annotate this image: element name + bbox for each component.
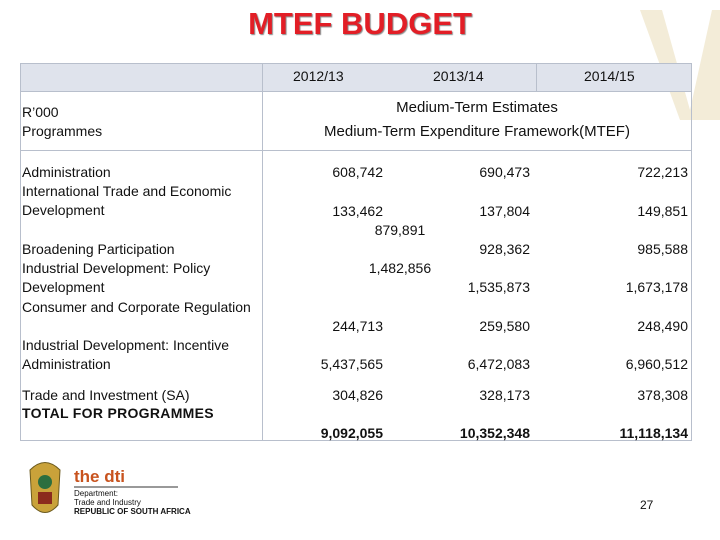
cell-value: 5,437,565: [320, 356, 383, 372]
cell-value: 248,490: [637, 318, 688, 334]
rule: [20, 440, 692, 441]
department: Department:: [74, 489, 119, 498]
cell-value: 928,362: [479, 241, 530, 257]
year: 2013/14: [433, 68, 484, 84]
cell-value: 6,960,512: [625, 356, 688, 372]
year: 2014/15: [584, 68, 635, 84]
estimates-heading: Medium-Term Expenditure Framework(MTEF): [324, 123, 630, 140]
row-header: Programmes: [22, 123, 103, 139]
coat-of-arms: [29, 462, 61, 513]
watermark: [640, 10, 720, 120]
row-label: Industrial Development: Policy Developme…: [22, 260, 211, 295]
row-label: Industrial Development: Incentive Admini…: [22, 337, 229, 372]
page-number: 27: [640, 498, 654, 512]
row-label: Trade and Investment (SA): [22, 387, 190, 403]
department-name: Trade and Industry: [74, 498, 141, 507]
row-label: TOTAL FOR PROGRAMMES: [22, 405, 214, 421]
cell-value: 378,308: [637, 387, 688, 403]
rule: [20, 150, 692, 151]
slide-title: MTEF BUDGET: [248, 6, 472, 41]
header-band: [21, 64, 691, 91]
cell-value: 9,092,055: [320, 425, 383, 441]
rule: [536, 63, 537, 91]
row-label: Administration: [22, 164, 111, 180]
year: 2012/13: [293, 68, 344, 84]
cell-value: 304,826: [332, 387, 383, 403]
rule: [20, 63, 21, 441]
cell-value: 722,213: [637, 164, 688, 180]
rule: [691, 63, 692, 441]
rule: [20, 63, 692, 64]
cell-value: 608,742: [332, 164, 383, 180]
cell-value: 244,713: [332, 318, 383, 334]
cell-value: 1,482,856: [368, 260, 432, 276]
unit: R’000: [22, 104, 59, 120]
cell-value: 985,588: [637, 241, 688, 257]
cell-value: 6,472,083: [467, 356, 530, 372]
cell-value: 328,173: [479, 387, 530, 403]
cell-value: 11,118,134: [619, 425, 688, 441]
cell-value: 1,673,178: [625, 279, 688, 295]
rule: [20, 91, 692, 92]
row-label: Broadening Participation: [22, 241, 175, 257]
cell-value: 1,535,873: [467, 279, 530, 295]
cell-value: 133,462: [332, 203, 383, 219]
estimates-heading: Medium-Term Estimates: [396, 99, 558, 116]
cell-value: 690,473: [479, 164, 530, 180]
cell-value: 10,352,348: [459, 425, 530, 441]
cell-value: 879,891: [374, 222, 426, 238]
cell-value: 259,580: [479, 318, 530, 334]
logo-text: the dti: [74, 467, 125, 486]
row-label: Consumer and Corporate Regulation: [22, 299, 251, 315]
cell-value: 149,851: [637, 203, 688, 219]
row-label: International Trade and Economic Develop…: [22, 183, 232, 218]
rule: [262, 63, 263, 441]
country: REPUBLIC OF SOUTH AFRICA: [74, 507, 191, 516]
cell-value: 137,804: [479, 203, 530, 219]
